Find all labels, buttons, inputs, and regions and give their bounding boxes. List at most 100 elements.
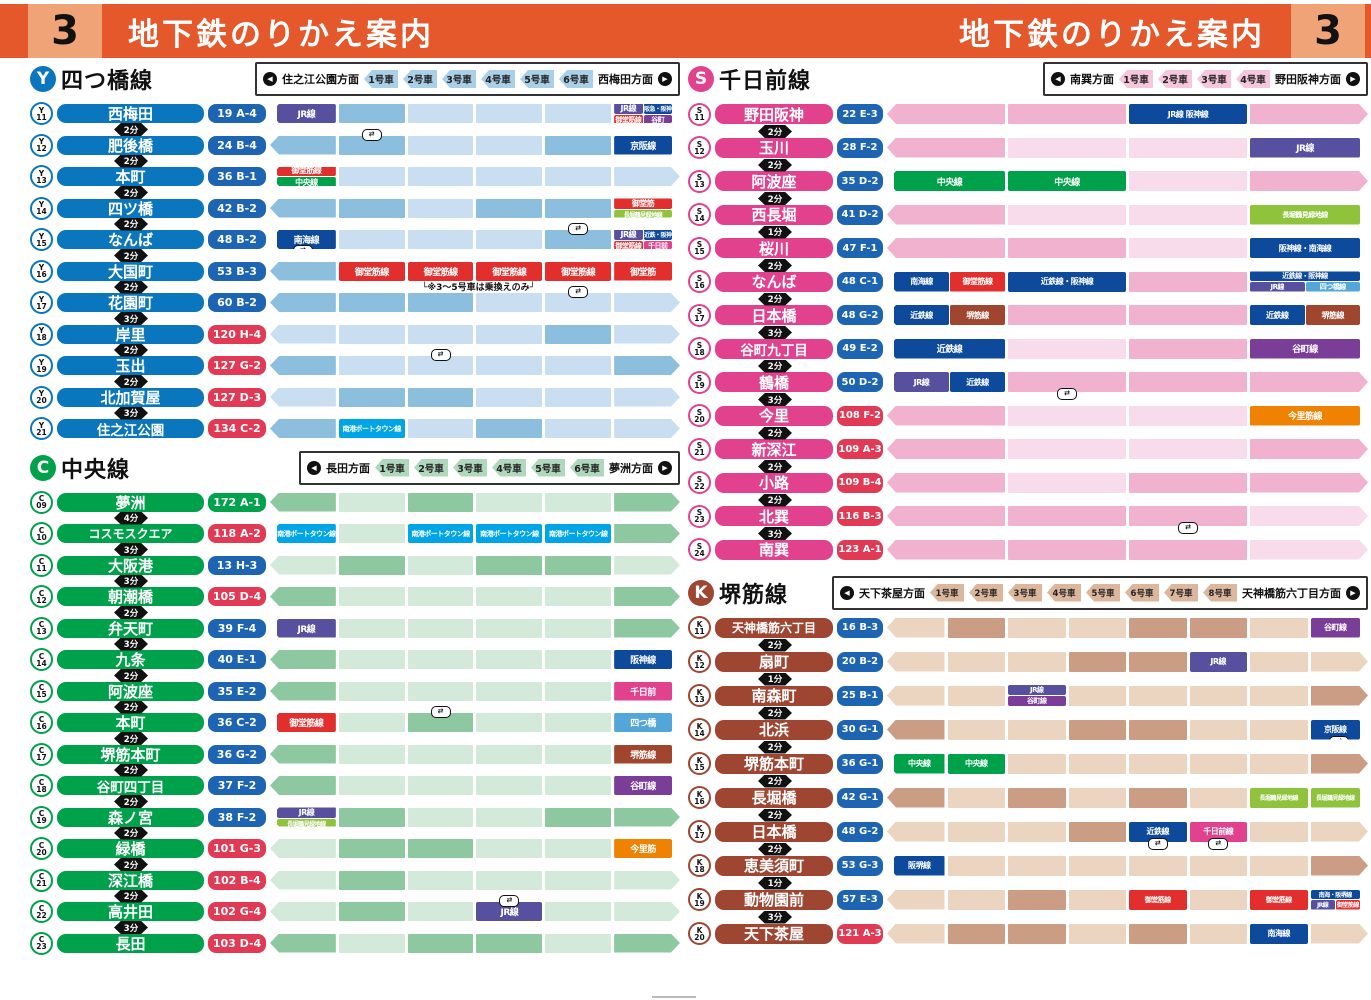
map-ref-badge: 16 B-3: [837, 617, 883, 638]
station-code-badge: Y 12: [30, 133, 53, 157]
transfer-line-tag: 南港ポートタウン線: [338, 419, 405, 438]
travel-time-badge: 2分: [758, 125, 792, 138]
map-ref-badge: 127 G-2: [208, 356, 266, 375]
map-ref-badge: 102 B-4: [208, 870, 266, 890]
map-ref-badge: 127 D-3: [208, 387, 266, 407]
car-cell: [614, 167, 680, 186]
car-cell: [1008, 855, 1066, 876]
station-code-badge: S 14: [688, 203, 711, 226]
car-number-chip: 2号車: [403, 70, 437, 88]
car-cell: 近鉄線・阪神線: [1008, 271, 1126, 292]
transfer-label: 近鉄線 堺筋線: [887, 305, 1005, 325]
transfer-label-line: 谷町線: [1008, 696, 1066, 706]
car-cell: ⇄: [407, 349, 474, 375]
station-row: K 14 北浜 30 G-1 京阪線 ⇄ 2分: [688, 718, 1368, 754]
station-code-number: 14: [36, 658, 47, 668]
station-row: Y 19 玉出 127 G-2 ⇄ 2分: [30, 349, 680, 388]
car-cell: [545, 587, 612, 606]
transfer-label-line: JR線 阪神線: [1129, 104, 1247, 124]
car-cell: [887, 439, 1005, 459]
car-cell: [947, 685, 1005, 706]
station-row: C 13 弁天町 39 F-4 JR線 3分: [30, 616, 680, 651]
transfer-label-line: 近鉄線・阪神線: [1008, 271, 1126, 292]
car-cell: [1129, 439, 1247, 459]
station-code-number: 18: [36, 784, 47, 794]
station-name: 岸里: [57, 324, 204, 344]
transfer-label-line: 谷町線: [614, 776, 672, 795]
car-cell: [1189, 685, 1247, 706]
station-code-number: 14: [694, 213, 705, 223]
car-cell: 谷町線: [614, 776, 680, 795]
line-section-yotsubashi: Y 四つ橋線 ◀ 住之江公園方面 1号車 2号車 3号車 4号車 5号車 6号車 西梅田方面 ▶ Y 11…: [30, 62, 680, 440]
travel-time-badge: 2分: [114, 280, 148, 294]
car-cell: [1189, 787, 1247, 808]
map-ref-badge: 22 E-3: [837, 104, 883, 124]
car-cells: 谷町線: [887, 617, 1368, 638]
car-cells: [270, 587, 680, 606]
transfer-line-tag: 御堂筋線: [277, 167, 336, 176]
car-cell: [947, 651, 1005, 672]
transfer-label-line: 千日前: [614, 682, 672, 701]
car-cell: [1008, 719, 1066, 740]
station-name: 天神橋筋六丁目: [715, 617, 833, 638]
station-code-number: 18: [36, 333, 47, 342]
station-row: S 14 西長堀 41 D-2 長堀鶴見緑地線 1分: [688, 203, 1368, 239]
car-cell: [887, 204, 1005, 225]
travel-time-badge: 2分: [114, 732, 148, 745]
station-code-number: 19: [36, 816, 47, 825]
station-code-letter: S: [696, 441, 703, 450]
car-cell: [338, 167, 405, 186]
travel-time-badge: 2分: [758, 426, 792, 440]
transfer-label-line: 堺筋線: [614, 745, 672, 764]
transfer-label-line: JR線 御堂筋線: [1311, 900, 1361, 910]
line-symbol: Y: [30, 66, 56, 92]
transfer-label: 御堂筋線 中央線: [270, 167, 336, 186]
car-cell: [407, 167, 474, 186]
transfer-line-tag: JR線: [476, 902, 543, 921]
car-cell: [338, 356, 405, 375]
page-title-right: 地下鉄のりかえ案内: [959, 16, 1265, 53]
transfer-line-tag: 近鉄線: [894, 305, 949, 325]
car-cell: 堺筋線: [614, 745, 680, 764]
station-name: 堺筋本町: [715, 753, 833, 774]
map-ref-badge: 48 G-2: [837, 821, 883, 842]
line-header: S 千日前線 ◀ 南巽方面 1号車 2号車 3号車 4号車 野田阪神方面 ▶: [688, 62, 1368, 96]
transfer-label-line: 長堀鶴見緑地線: [1311, 788, 1361, 808]
car-cell: 谷町線: [1250, 339, 1368, 359]
direction-left-label: 天下茶屋方面: [859, 586, 925, 600]
travel-time-badge: 4分: [114, 511, 148, 525]
travel-time-badge: 3分: [114, 312, 148, 325]
station-code-badge: S 16: [688, 270, 711, 293]
line-header: K 堺筋線 ◀ 天下茶屋方面 1号車 2号車 3号車 4号車 5号車 6号車 7号車 8号車 天神橋筋六…: [688, 575, 1368, 610]
station-code-letter: C: [38, 620, 45, 629]
station-code-letter: S: [696, 374, 703, 383]
car-number-chip: 5号車: [531, 458, 565, 477]
map-ref-badge: 53 G-3: [837, 855, 883, 876]
station-code-letter: S: [696, 340, 703, 350]
car-cell: [407, 681, 474, 701]
station-code-number: 11: [694, 113, 705, 122]
car-cells: JR線: [887, 651, 1368, 672]
station-code-letter: C: [38, 777, 45, 787]
car-cell: [545, 198, 612, 218]
car-cell: [614, 325, 680, 344]
station-code-badge: S 13: [688, 169, 711, 193]
car-cell: [1068, 889, 1126, 910]
station-code-letter: C: [38, 935, 45, 944]
station-code-letter: S: [696, 206, 703, 216]
station-code-letter: Y: [38, 231, 45, 241]
transfer-label-line: 御堂筋線: [1250, 889, 1308, 910]
car-cells: 今里筋線: [887, 405, 1368, 426]
station-row: Y 15 なんば 48 B-2 南海線 ⇄ ⇄ JR線 近鉄・阪神 御堂筋線 千日前 2分: [30, 223, 680, 262]
transfer-label: 南海線 御堂筋線: [887, 271, 1005, 292]
station-code-letter: C: [38, 525, 45, 535]
car-cell: [887, 137, 1005, 158]
car-cell: [1068, 651, 1126, 672]
station-rows: S 11 野田阪神 22 E-3 JR線 阪神線 2分 S 12 玉川 28 F-2 JR線 2分 S 1…: [688, 102, 1368, 561]
station-code-number: 19: [694, 898, 705, 908]
car-cell: [476, 776, 543, 795]
line-name: 中央線: [61, 457, 131, 483]
map-ref-badge: 13 H-3: [208, 555, 266, 575]
station-code-letter: K: [696, 755, 703, 765]
transfer-label: 御堂筋 長堀鶴見緑地線: [614, 199, 680, 218]
